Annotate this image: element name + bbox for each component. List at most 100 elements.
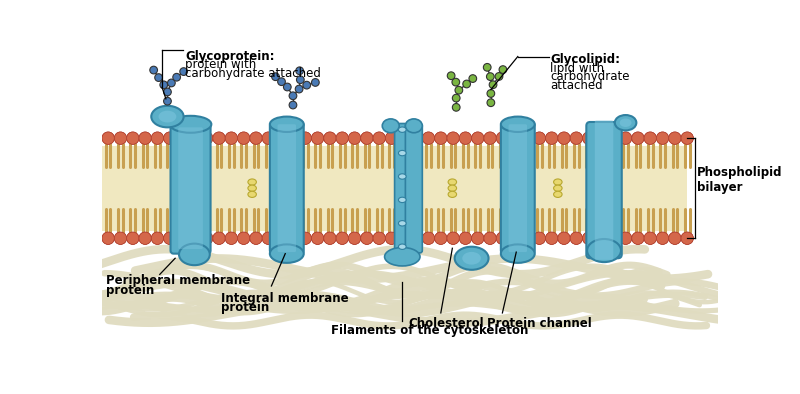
Circle shape xyxy=(499,66,506,73)
Circle shape xyxy=(188,132,201,144)
Circle shape xyxy=(213,132,226,144)
Circle shape xyxy=(484,232,496,244)
Circle shape xyxy=(657,132,669,144)
Circle shape xyxy=(226,232,238,244)
Circle shape xyxy=(472,232,484,244)
Ellipse shape xyxy=(406,119,422,133)
Circle shape xyxy=(114,232,126,244)
FancyBboxPatch shape xyxy=(509,124,527,252)
Ellipse shape xyxy=(398,244,406,249)
Circle shape xyxy=(459,232,472,244)
FancyBboxPatch shape xyxy=(270,123,304,254)
Circle shape xyxy=(681,232,694,244)
Circle shape xyxy=(452,104,460,111)
Circle shape xyxy=(226,132,238,144)
Circle shape xyxy=(447,132,459,144)
Text: Phospholipid
bilayer: Phospholipid bilayer xyxy=(698,167,782,195)
Circle shape xyxy=(238,132,250,144)
Circle shape xyxy=(180,68,187,75)
Ellipse shape xyxy=(385,247,420,266)
FancyBboxPatch shape xyxy=(278,124,296,252)
Circle shape xyxy=(657,232,669,244)
Circle shape xyxy=(459,132,472,144)
Circle shape xyxy=(607,132,619,144)
Circle shape xyxy=(262,232,274,244)
Circle shape xyxy=(558,132,570,144)
Circle shape xyxy=(349,132,361,144)
Circle shape xyxy=(361,232,373,244)
Circle shape xyxy=(484,132,496,144)
Circle shape xyxy=(163,132,176,144)
Circle shape xyxy=(154,74,162,82)
Circle shape xyxy=(546,232,558,244)
Circle shape xyxy=(262,132,274,144)
Circle shape xyxy=(102,232,114,244)
Circle shape xyxy=(472,132,484,144)
Circle shape xyxy=(160,81,168,89)
Circle shape xyxy=(213,232,226,244)
Circle shape xyxy=(289,92,297,100)
Circle shape xyxy=(324,132,336,144)
Ellipse shape xyxy=(158,111,176,123)
Ellipse shape xyxy=(281,191,290,197)
Circle shape xyxy=(287,232,299,244)
Circle shape xyxy=(274,132,287,144)
Circle shape xyxy=(151,232,163,244)
Text: protein: protein xyxy=(222,301,270,314)
Circle shape xyxy=(447,232,459,244)
Circle shape xyxy=(238,232,250,244)
Circle shape xyxy=(472,232,484,244)
Circle shape xyxy=(287,232,299,244)
Circle shape xyxy=(434,132,447,144)
Circle shape xyxy=(410,132,422,144)
Circle shape xyxy=(201,132,213,144)
Ellipse shape xyxy=(554,191,562,197)
Circle shape xyxy=(176,232,188,244)
Circle shape xyxy=(126,132,139,144)
Circle shape xyxy=(311,78,319,86)
Circle shape xyxy=(188,232,201,244)
Circle shape xyxy=(151,232,163,244)
Circle shape xyxy=(619,232,632,244)
Circle shape xyxy=(373,232,386,244)
Circle shape xyxy=(250,232,262,244)
FancyBboxPatch shape xyxy=(594,121,614,260)
Circle shape xyxy=(644,232,656,244)
Circle shape xyxy=(163,88,171,96)
Circle shape xyxy=(657,232,669,244)
Circle shape xyxy=(570,232,582,244)
Circle shape xyxy=(201,232,213,244)
Circle shape xyxy=(434,232,447,244)
Circle shape xyxy=(459,232,472,244)
Circle shape xyxy=(469,75,477,82)
Circle shape xyxy=(632,132,644,144)
Circle shape xyxy=(410,232,422,244)
Circle shape xyxy=(303,81,310,89)
Circle shape xyxy=(272,73,279,80)
Ellipse shape xyxy=(382,119,399,133)
Circle shape xyxy=(455,86,462,94)
Circle shape xyxy=(487,99,494,106)
FancyBboxPatch shape xyxy=(406,123,422,253)
Circle shape xyxy=(213,232,226,244)
Ellipse shape xyxy=(398,127,406,132)
Circle shape xyxy=(386,232,398,244)
Ellipse shape xyxy=(448,179,457,185)
Circle shape xyxy=(349,232,361,244)
Ellipse shape xyxy=(501,244,534,263)
Circle shape xyxy=(422,232,434,244)
Circle shape xyxy=(324,132,336,144)
Circle shape xyxy=(386,232,398,244)
Circle shape xyxy=(582,132,594,144)
Circle shape xyxy=(126,232,139,244)
Circle shape xyxy=(213,132,226,144)
Circle shape xyxy=(422,132,434,144)
Circle shape xyxy=(311,132,324,144)
Circle shape xyxy=(336,232,349,244)
Circle shape xyxy=(139,132,151,144)
Circle shape xyxy=(296,67,303,74)
Circle shape xyxy=(632,132,644,144)
Circle shape xyxy=(299,132,311,144)
Circle shape xyxy=(595,132,607,144)
Circle shape xyxy=(250,232,262,244)
